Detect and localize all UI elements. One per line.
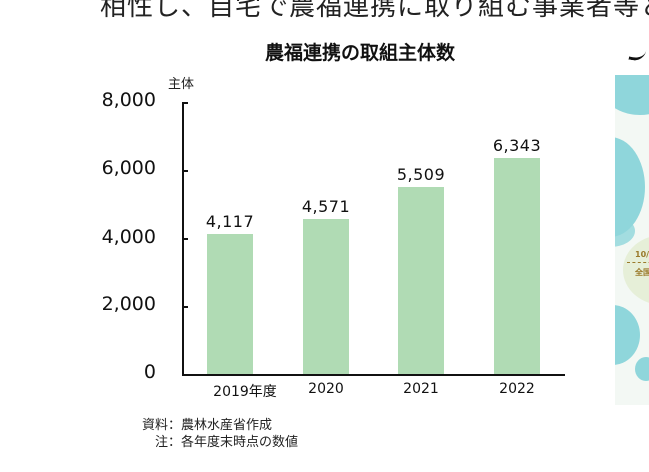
x-category-label: 2019年度 xyxy=(213,384,277,400)
decorative-circle xyxy=(635,357,649,381)
y-tick-mark xyxy=(182,170,188,172)
x-category-label: 2022 xyxy=(499,381,535,397)
side-panel-divider xyxy=(627,262,649,263)
chart-title: 農福連携の取組主体数 xyxy=(264,42,455,64)
bar-2019 xyxy=(207,234,253,374)
y-tick-label: 6,000 xyxy=(101,157,156,179)
y-tick-mark xyxy=(182,102,188,104)
side-promo-panel: 10/ 全国 xyxy=(615,75,649,405)
x-axis-line xyxy=(182,374,565,376)
y-tick-label: 8,000 xyxy=(101,89,156,111)
data-note: 注：各年度末時点の数値 xyxy=(155,435,299,450)
side-panel-text: 10/ xyxy=(635,250,649,259)
y-tick-mark xyxy=(182,238,188,240)
bar-2020 xyxy=(303,219,349,374)
y-axis-unit-label: 主体 xyxy=(168,77,195,92)
x-category-label: 2020 xyxy=(308,381,344,397)
x-category-label: 2021 xyxy=(403,381,439,397)
source-note: 資料：農林水産省作成 xyxy=(142,418,273,433)
y-tick-label: 2,000 xyxy=(101,293,156,315)
bar-value-label: 4,571 xyxy=(301,197,351,216)
bar-value-label: 5,509 xyxy=(396,165,446,184)
decorative-circle xyxy=(615,305,640,365)
y-tick-label: 0 xyxy=(143,361,156,383)
side-panel-text: 全国 xyxy=(635,268,649,277)
decorative-circle xyxy=(615,75,649,115)
decorative-curve xyxy=(628,40,648,63)
bar-2021 xyxy=(398,187,444,374)
decorative-circle xyxy=(615,215,635,247)
bar-value-label: 6,343 xyxy=(492,136,542,155)
bar-value-label: 4,117 xyxy=(205,212,255,231)
clipped-heading-text: 相性し、自宅で農福連携に取り組む事業者等と連 xyxy=(100,0,649,22)
y-tick-mark xyxy=(182,306,188,308)
bar-2022 xyxy=(494,158,540,374)
y-tick-label: 4,000 xyxy=(101,226,156,248)
